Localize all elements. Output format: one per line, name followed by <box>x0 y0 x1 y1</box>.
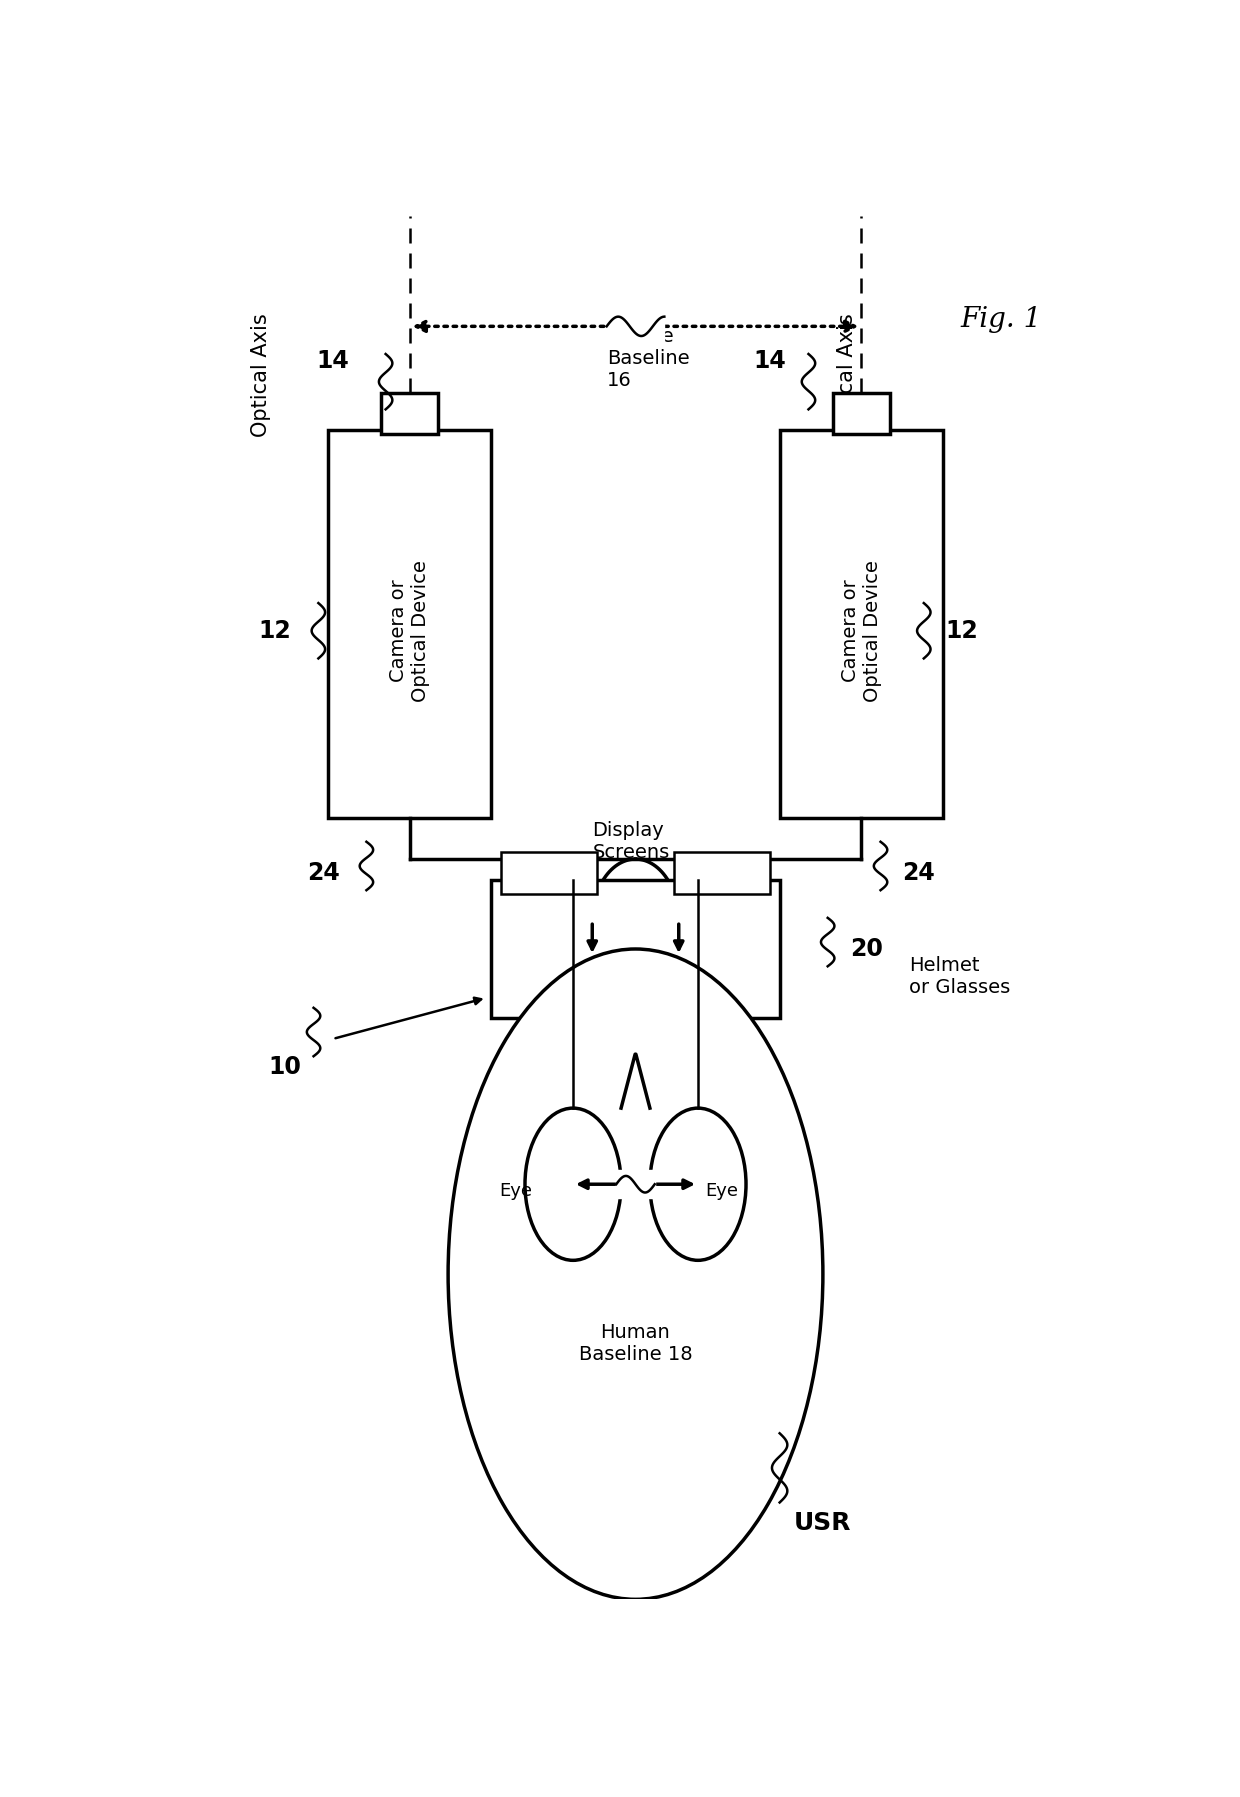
Text: 22: 22 <box>563 877 593 897</box>
Bar <box>832 394 890 435</box>
Text: 12: 12 <box>946 618 978 643</box>
Text: Display
Screens: Display Screens <box>593 821 670 861</box>
Text: Camera or
Optical Device: Camera or Optical Device <box>389 561 430 701</box>
Ellipse shape <box>448 949 823 1599</box>
Text: Human
Baseline 18: Human Baseline 18 <box>579 1323 692 1364</box>
Bar <box>780 429 942 818</box>
Text: 14: 14 <box>754 349 786 374</box>
Text: 10: 10 <box>268 1055 301 1078</box>
Text: Fig. 1: Fig. 1 <box>960 305 1042 332</box>
Bar <box>491 881 780 1019</box>
Text: Camera or
Optical Device: Camera or Optical Device <box>841 561 882 701</box>
Text: USR: USR <box>794 1511 852 1535</box>
Text: Eye: Eye <box>706 1182 739 1200</box>
Text: Optical Axis: Optical Axis <box>250 313 270 437</box>
Text: 12: 12 <box>259 618 291 643</box>
Text: 24: 24 <box>903 861 935 884</box>
Bar <box>675 852 770 893</box>
Text: Helmet
or Glasses: Helmet or Glasses <box>909 956 1011 997</box>
Ellipse shape <box>525 1109 621 1260</box>
Text: Device
Baseline
16: Device Baseline 16 <box>606 327 689 390</box>
Ellipse shape <box>650 1109 746 1260</box>
Text: Eye: Eye <box>498 1182 532 1200</box>
Text: 14: 14 <box>316 349 350 374</box>
Text: 20: 20 <box>849 936 883 961</box>
Bar <box>327 429 491 818</box>
Bar <box>381 394 439 435</box>
Text: Optical Axis: Optical Axis <box>837 313 857 437</box>
Text: 24: 24 <box>306 861 340 884</box>
Bar <box>501 852 596 893</box>
